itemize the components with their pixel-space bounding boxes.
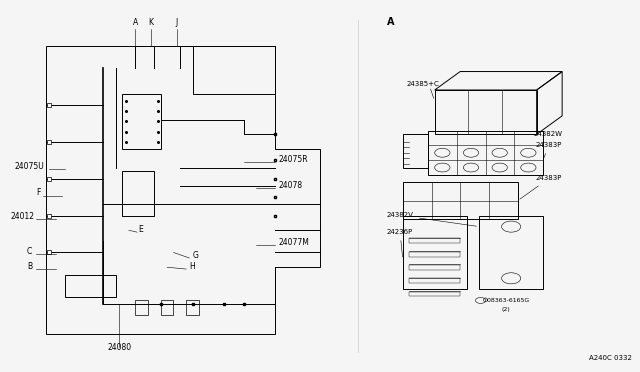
Text: G: G [193, 251, 198, 260]
Text: 24012: 24012 [11, 212, 35, 221]
Bar [122, 171, 154, 215]
Text: F: F [36, 188, 41, 197]
Bar [409, 252, 460, 257]
Bar [65, 275, 116, 297]
Bar [409, 238, 460, 243]
Bar [161, 301, 173, 315]
Bar [409, 265, 460, 270]
Text: E: E [138, 225, 143, 234]
Text: 24075R: 24075R [278, 155, 308, 164]
Text: 24383P: 24383P [520, 176, 562, 199]
Bar [435, 90, 537, 134]
Bar [122, 94, 161, 149]
Text: A: A [387, 17, 394, 28]
Text: 24383P: 24383P [536, 142, 562, 158]
Text: K: K [148, 18, 154, 28]
Bar [186, 301, 199, 315]
Bar [403, 134, 428, 167]
Text: 24382V: 24382V [387, 212, 477, 226]
Bar [428, 131, 543, 175]
Text: 24075U: 24075U [14, 163, 44, 171]
Bar [409, 292, 460, 296]
Text: Õ08363-6165G: Õ08363-6165G [483, 298, 530, 303]
Text: A: A [132, 18, 138, 28]
Text: (2): (2) [502, 307, 510, 312]
Text: 24385+C: 24385+C [406, 81, 439, 87]
Bar [403, 215, 467, 289]
Text: 24077M: 24077M [278, 238, 310, 247]
Text: C: C [27, 247, 32, 256]
Text: H: H [189, 262, 195, 271]
Text: J: J [175, 18, 178, 28]
Text: 24236P: 24236P [387, 229, 413, 257]
Bar [479, 215, 543, 289]
Text: B: B [27, 262, 32, 271]
Text: A240C 0332: A240C 0332 [589, 355, 632, 360]
Bar [135, 301, 148, 315]
Text: 24080: 24080 [108, 343, 131, 352]
Bar [409, 278, 460, 283]
Bar [403, 182, 518, 219]
Text: 24078: 24078 [278, 181, 303, 190]
Text: 24382W: 24382W [533, 131, 562, 143]
